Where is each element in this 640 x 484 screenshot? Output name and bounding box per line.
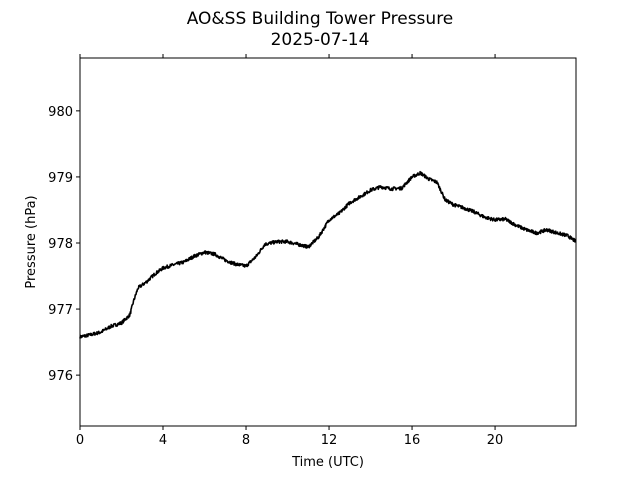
plot-frame [79,57,577,427]
y-tick-label: 977 [48,303,73,318]
x-tick-label: 16 [404,433,421,448]
pressure-line [79,170,577,339]
x-tick-label: 12 [321,433,338,448]
y-tick-label: 978 [48,237,73,252]
chart-subtitle: 2025-07-14 [271,30,370,50]
y-axis-label: Pressure (hPa) [24,195,39,288]
x-tick-label: 20 [487,433,504,448]
y-tick-label: 979 [48,171,73,186]
y-tick-label: 976 [48,369,73,384]
y-tick-label: 980 [48,105,73,120]
x-tick-label: 8 [242,433,250,448]
x-axis-label: Time (UTC) [291,455,364,470]
x-tick-label: 0 [76,433,84,448]
x-tick-label: 4 [159,433,167,448]
chart-title: AO&SS Building Tower Pressure [187,9,454,29]
